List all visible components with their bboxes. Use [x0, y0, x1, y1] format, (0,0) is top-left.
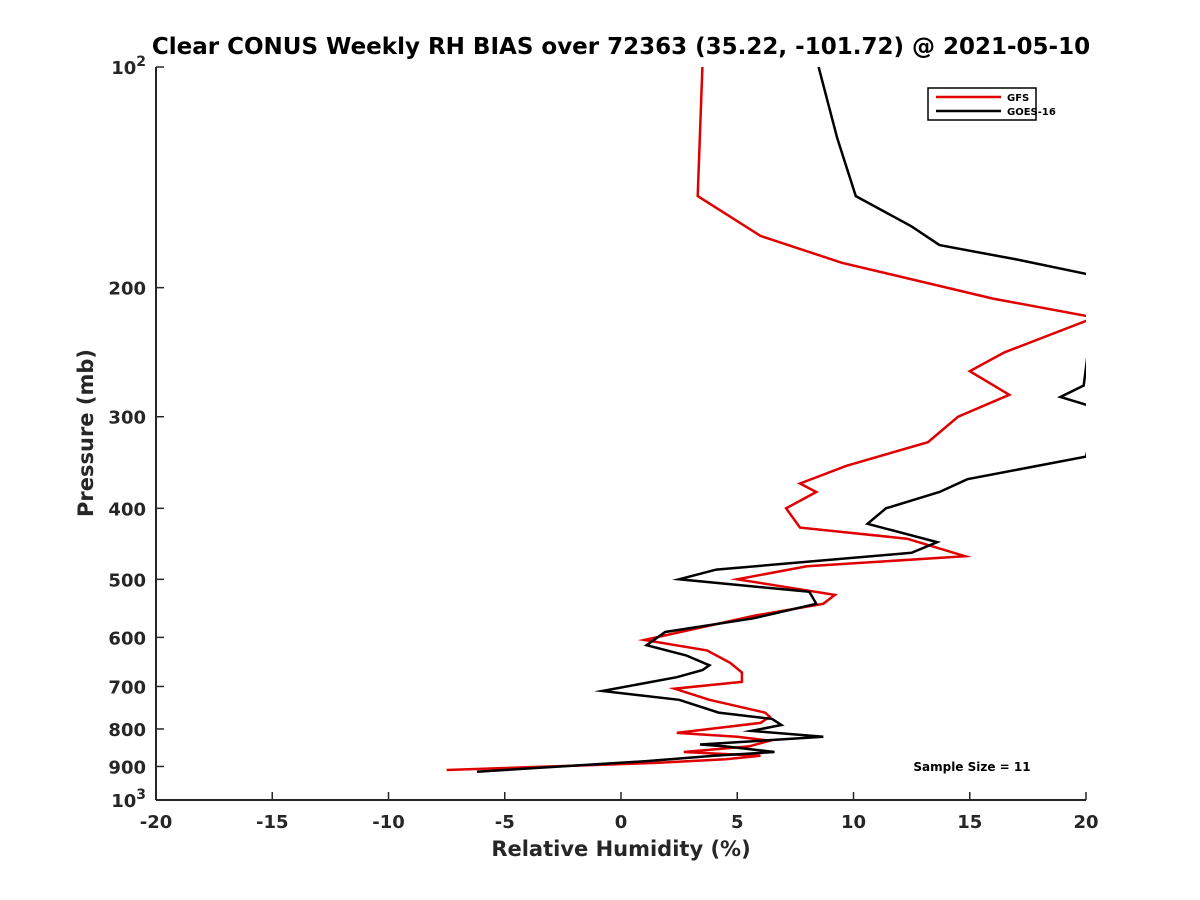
legend-box	[927, 87, 1037, 121]
y-tick-label: 800	[108, 720, 146, 741]
x-axis-label: Relative Humidity (%)	[491, 837, 750, 861]
y-tick-exponent: 2	[136, 54, 146, 70]
series-line-goes-16	[476, 67, 1086, 773]
legend: GFS GOES-16	[927, 87, 1056, 121]
y-tick-label: 103	[111, 787, 146, 812]
y-tick-base: 10	[111, 791, 136, 812]
x-tick-label: 20	[1073, 812, 1098, 833]
y-tick-label: 900	[108, 757, 146, 778]
y-tick-exponent: 3	[136, 787, 146, 803]
x-tick-label: -5	[495, 812, 515, 833]
y-tick-label: 600	[108, 628, 146, 649]
plot-area	[156, 67, 1086, 800]
y-tick-label: 400	[108, 499, 146, 520]
x-tick-label: 5	[731, 812, 744, 833]
x-tick-label: 10	[841, 812, 866, 833]
x-tick-label: -15	[256, 812, 289, 833]
x-tick-label: -10	[372, 812, 405, 833]
y-axis-label: Pressure (mb)	[74, 349, 98, 517]
legend-label-gfs: GFS	[1007, 93, 1029, 104]
sample-size-annotation: Sample Size = 11	[913, 760, 1030, 774]
x-ticks: -20 -15 -10 -5 0 5 10 15 20	[140, 792, 1099, 833]
x-tick-label: 0	[615, 812, 628, 833]
x-tick-label: -20	[140, 812, 173, 833]
chart-title: Clear CONUS Weekly RH BIAS over 72363 (3…	[152, 34, 1090, 60]
x-tick-label: 15	[957, 812, 982, 833]
y-tick-label: 500	[108, 570, 146, 591]
series-line-gfs	[446, 67, 1086, 772]
y-tick-label: 700	[108, 677, 146, 698]
y-tick-label: 200	[108, 279, 146, 300]
legend-label-goes16: GOES-16	[1007, 107, 1056, 118]
y-tick-base: 10	[111, 58, 136, 79]
y-tick-label: 102	[111, 54, 146, 79]
y-tick-label: 300	[108, 408, 146, 429]
series-layer	[446, 67, 1086, 773]
